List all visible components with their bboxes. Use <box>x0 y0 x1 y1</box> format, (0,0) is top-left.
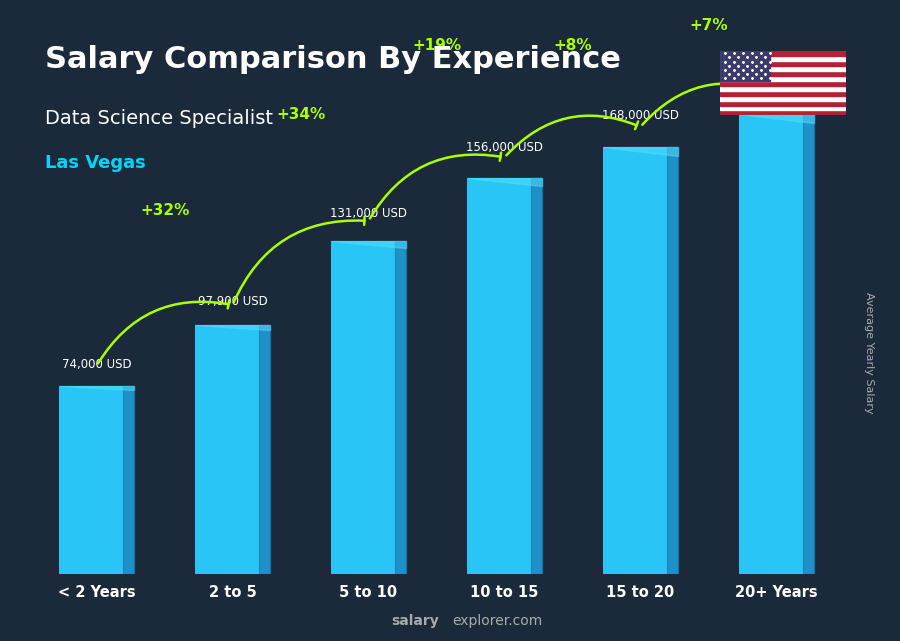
Text: explorer.com: explorer.com <box>453 614 543 628</box>
Text: 168,000 USD: 168,000 USD <box>602 110 679 122</box>
Text: salary: salary <box>392 614 439 628</box>
Bar <box>720 56 846 61</box>
Polygon shape <box>603 147 678 156</box>
Bar <box>603 147 678 574</box>
Bar <box>59 386 134 574</box>
Bar <box>720 76 846 81</box>
Polygon shape <box>195 326 270 330</box>
Text: Average Yearly Salary: Average Yearly Salary <box>863 292 874 413</box>
Polygon shape <box>667 147 678 574</box>
Bar <box>720 61 846 66</box>
Text: +19%: +19% <box>412 38 461 53</box>
Bar <box>720 91 846 96</box>
Bar <box>467 178 542 574</box>
Polygon shape <box>59 386 134 390</box>
Polygon shape <box>258 326 270 574</box>
Bar <box>720 101 846 106</box>
Bar <box>720 106 846 110</box>
Text: Salary Comparison By Experience: Salary Comparison By Experience <box>45 45 621 74</box>
Bar <box>720 81 846 86</box>
Polygon shape <box>395 241 406 574</box>
Text: +32%: +32% <box>140 203 189 219</box>
Bar <box>720 110 846 115</box>
Bar <box>739 114 814 574</box>
Bar <box>720 96 846 101</box>
Bar <box>195 326 270 574</box>
Bar <box>720 51 770 81</box>
Text: salaryexplorer.com: salaryexplorer.com <box>0 640 1 641</box>
Polygon shape <box>531 178 542 574</box>
Text: +8%: +8% <box>554 38 592 53</box>
Bar <box>720 86 846 91</box>
Polygon shape <box>739 114 814 123</box>
Bar <box>331 241 406 574</box>
Text: 97,900 USD: 97,900 USD <box>198 295 267 308</box>
Text: Data Science Specialist: Data Science Specialist <box>45 109 273 128</box>
Bar <box>720 71 846 76</box>
Text: +34%: +34% <box>276 106 325 122</box>
Bar <box>720 66 846 71</box>
Bar <box>720 51 846 56</box>
Text: 156,000 USD: 156,000 USD <box>466 141 543 154</box>
Polygon shape <box>122 386 134 574</box>
Text: Las Vegas: Las Vegas <box>45 154 146 172</box>
Text: 181,000 USD: 181,000 USD <box>738 75 815 88</box>
Polygon shape <box>803 114 814 574</box>
Text: 131,000 USD: 131,000 USD <box>330 207 407 221</box>
Polygon shape <box>467 178 542 186</box>
Polygon shape <box>331 241 406 248</box>
Text: 74,000 USD: 74,000 USD <box>62 358 131 371</box>
Text: +7%: +7% <box>689 18 728 33</box>
